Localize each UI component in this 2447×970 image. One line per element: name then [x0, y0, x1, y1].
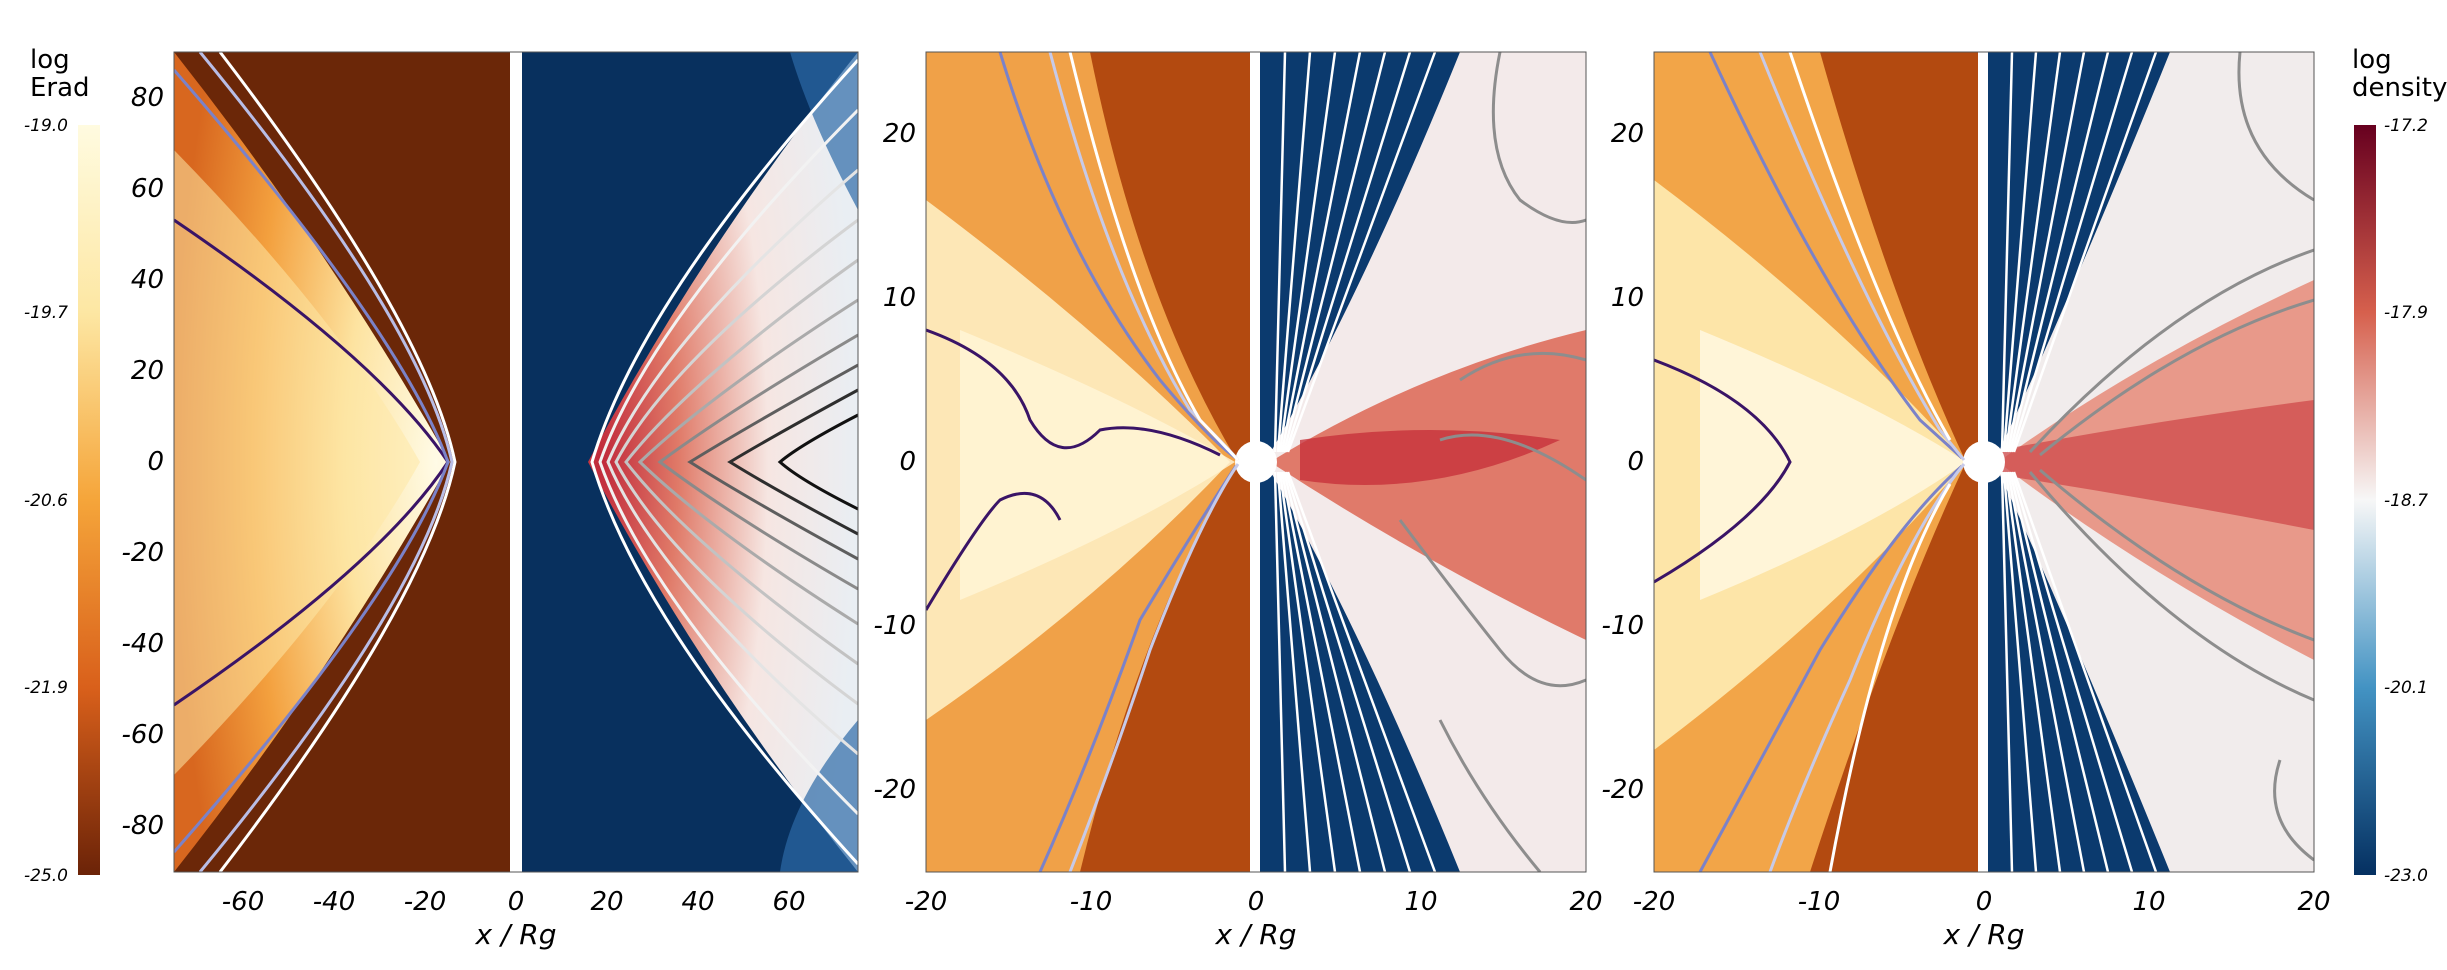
panel-left-ytick: 40: [131, 265, 164, 295]
panel-right-density-center: [2000, 400, 2314, 530]
panel-middle-erad-contours: [926, 52, 1240, 872]
colorbar-density-bar: [2354, 125, 2376, 875]
panel-left-ytick: -40: [122, 629, 164, 659]
panel-middle-xticks: -20 -10 0 10 20: [905, 887, 1603, 917]
colorbar-density: log density -17.2 -17.9 -18.7 -20.1 -23.…: [2352, 45, 2447, 886]
colorbar-erad-bar: [78, 125, 100, 875]
panel-left-density-contours: [590, 58, 858, 866]
panel-right-xtick: 20: [2297, 887, 2330, 917]
panel-middle-erad-center-glow: [960, 330, 1235, 600]
panel-left-xtick: -40: [313, 887, 355, 917]
panel-left-xtick: -60: [222, 887, 264, 917]
panel-left-xticks: -60 -40 -20 0 20 40 60: [222, 887, 806, 917]
panel-left-xtick: 20: [590, 887, 623, 917]
panel-left-yticks: 80 60 40 20 0 -20 -40 -60 -80: [122, 83, 164, 841]
panel-left-density-lower-fade: [780, 720, 858, 872]
panel-left-ytick: -80: [122, 811, 164, 841]
panel-right-frame: [1653, 51, 2315, 873]
panel-left-black-hole: [510, 456, 522, 468]
panel-left: -60 -40 -20 0 20 40 60 80 60 40 20 0 -20…: [122, 51, 859, 951]
panel-left-xtick: -20: [404, 887, 446, 917]
panel-left-ytick: 20: [131, 356, 164, 386]
panel-left-ytick: 0: [147, 447, 164, 477]
colorbar-density-tick: -20.1: [2384, 678, 2428, 698]
panel-right-ytick: 0: [1627, 447, 1644, 477]
panel-right-density-gray-contours: [2028, 52, 2314, 862]
panel-left-ytick: 80: [131, 83, 164, 113]
panel-left-ytick: -60: [122, 720, 164, 750]
panel-right-density-contours: [2000, 52, 2158, 872]
panel-middle-density-core: [1270, 330, 1586, 640]
panel-middle-ytick: -10: [874, 611, 916, 641]
panel-left-xtick: 0: [508, 887, 525, 917]
colorbar-density-title-line2: density: [2352, 73, 2447, 103]
panel-middle-density-gray-contours: [1398, 52, 1586, 872]
colorbar-erad-tick: -20.6: [24, 491, 68, 511]
panel-right-erad-contours: [1654, 52, 1966, 872]
panel-middle-yticks: 20 10 0 -10 -20: [874, 119, 916, 805]
panel-right-ytick: 20: [1611, 119, 1644, 149]
panel-middle: -20 -10 0 10 20 20 10 0 -10 -20 x / Rg: [874, 51, 1603, 951]
panel-left-density-upper-fade: [790, 52, 858, 210]
panel-middle-xtick: 0: [1248, 887, 1265, 917]
panel-right-black-hole: [1963, 441, 2005, 483]
panel-middle-xtick: 10: [1404, 887, 1437, 917]
colorbar-erad-tick: -19.7: [24, 303, 68, 323]
panel-right-yticks: 20 10 0 -10 -20: [1602, 119, 1644, 805]
colorbar-erad-ticks: -19.0 -19.7 -20.6 -21.9 -25.0: [24, 116, 68, 886]
panel-right-ytick: 10: [1611, 283, 1644, 313]
panel-left-ytick: -20: [122, 538, 164, 568]
panel-right: -20 -10 0 10 20 20 10 0 -10 -20 x / Rg: [1602, 51, 2331, 951]
panel-right-ytick: -10: [1602, 611, 1644, 641]
colorbar-density-tick: -18.7: [2384, 491, 2428, 511]
panel-right-xtick: 10: [2132, 887, 2165, 917]
colorbar-erad-tick: -19.0: [24, 116, 68, 136]
panel-left-erad-inner-glow: [174, 150, 420, 775]
panel-middle-black-hole: [1235, 441, 1277, 483]
panel-middle-xtick: 20: [1569, 887, 1602, 917]
panel-right-xtick: -10: [1798, 887, 1840, 917]
panel-middle-xtick: -10: [1070, 887, 1112, 917]
colorbar-erad-title-line2: Erad: [30, 73, 90, 103]
colorbar-erad-title-line1: log: [30, 45, 70, 75]
panel-left-density-disk: [588, 52, 858, 872]
panel-middle-xlabel: x / Rg: [1214, 918, 1296, 951]
colorbar-density-tick: -23.0: [2384, 866, 2428, 886]
colorbar-erad-tick: -25.0: [24, 866, 68, 886]
panel-right-erad-center-glow: [1700, 330, 1966, 600]
panel-right-xticks: -20 -10 0 10 20: [1633, 887, 2331, 917]
panel-middle-ytick: 0: [899, 447, 916, 477]
panel-middle-frame: [925, 51, 1587, 873]
panel-left-xtick: 40: [681, 887, 714, 917]
panel-left-erad-contours: [174, 52, 457, 872]
panel-middle-ytick: -20: [874, 775, 916, 805]
colorbar-density-tick: -17.9: [2384, 303, 2428, 323]
panel-left-xtick: 60: [772, 887, 805, 917]
colorbar-erad: log Erad -19.0 -19.7 -20.6 -21.9 -25.0: [24, 45, 100, 886]
panel-right-xlabel: x / Rg: [1942, 918, 2024, 951]
colorbar-density-ticks: -17.2 -17.9 -18.7 -20.1 -23.0: [2384, 116, 2428, 886]
panel-left-ytick: 60: [131, 174, 164, 204]
colorbar-erad-tick: -21.9: [24, 678, 68, 698]
panel-right-ytick: -20: [1602, 775, 1644, 805]
panel-middle-xtick: -20: [905, 887, 947, 917]
panel-right-xtick: 0: [1976, 887, 1993, 917]
panel-middle-ytick: 10: [883, 283, 916, 313]
colorbar-density-tick: -17.2: [2384, 116, 2428, 136]
colorbar-density-title-line1: log: [2352, 45, 2392, 75]
panel-middle-density-contours: [1273, 52, 1437, 872]
panel-middle-ytick: 20: [883, 119, 916, 149]
panel-middle-density-center: [1300, 430, 1560, 485]
panel-right-xtick: -20: [1633, 887, 1675, 917]
panel-left-frame: [173, 51, 859, 873]
panel-left-xlabel: x / Rg: [474, 918, 556, 951]
